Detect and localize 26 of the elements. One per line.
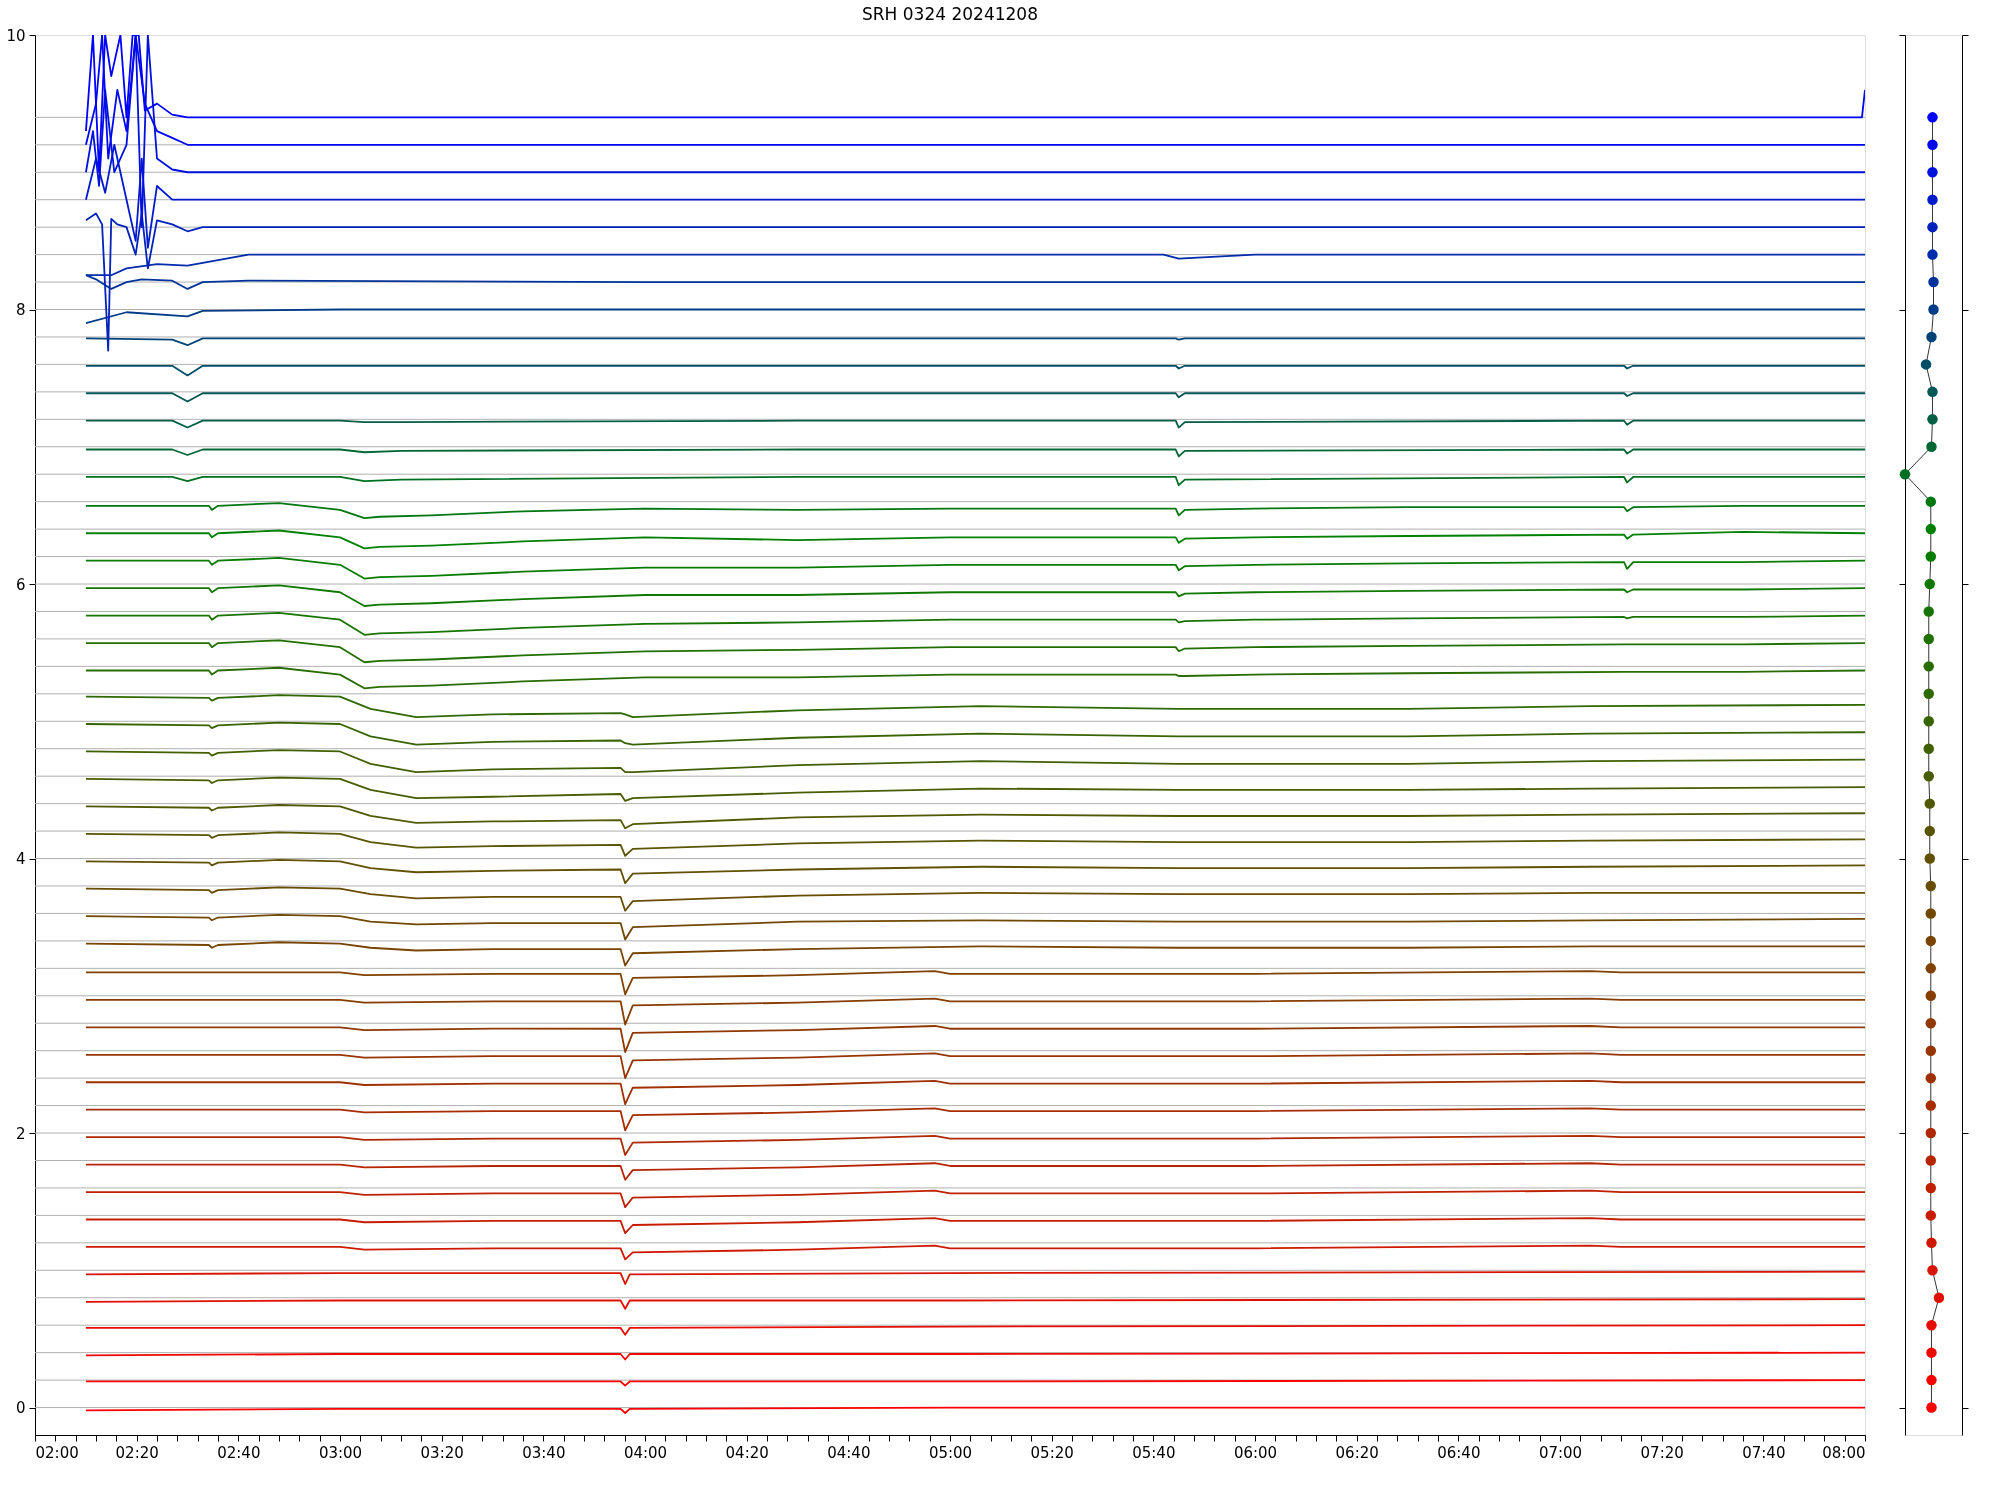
y-tick-label: 2 (15, 1124, 26, 1143)
x-tick-label: 02:00 (35, 1443, 79, 1462)
x-tick-label: 03:40 (522, 1443, 566, 1462)
x-tick-label: 03:20 (420, 1443, 464, 1462)
x-tick-label: 04:40 (827, 1443, 871, 1462)
x-tick-label: 06:20 (1335, 1443, 1379, 1462)
x-tick-label: 04:00 (623, 1443, 668, 1462)
x-tick-label: 07:00 (1538, 1443, 1583, 1462)
y-tick-label: 6 (15, 575, 26, 594)
x-tick-label: 02:40 (217, 1443, 261, 1462)
x-tick-label: 02:20 (115, 1443, 159, 1462)
y-tick-label: 0 (15, 1399, 26, 1418)
x-tick-label: 05:40 (1132, 1443, 1176, 1462)
x-tick-label: 06:40 (1437, 1443, 1481, 1462)
y-tick-label: 4 (15, 850, 26, 869)
y-tick-label: 8 (15, 301, 26, 320)
x-tick-label: 08:00 (1822, 1443, 1866, 1462)
x-tick-label: 03:00 (318, 1443, 363, 1462)
x-tick-label: 06:00 (1233, 1443, 1278, 1462)
x-tick-label: 05:20 (1030, 1443, 1074, 1462)
x-tick-label: 07:40 (1742, 1443, 1786, 1462)
x-tick-label: 04:20 (725, 1443, 769, 1462)
x-tick-label: 05:00 (928, 1443, 973, 1462)
x-tick-label: 07:20 (1640, 1443, 1684, 1462)
y-tick-label: 10 (6, 26, 26, 45)
chart-title: SRH 0324 20241208 (862, 4, 1038, 24)
